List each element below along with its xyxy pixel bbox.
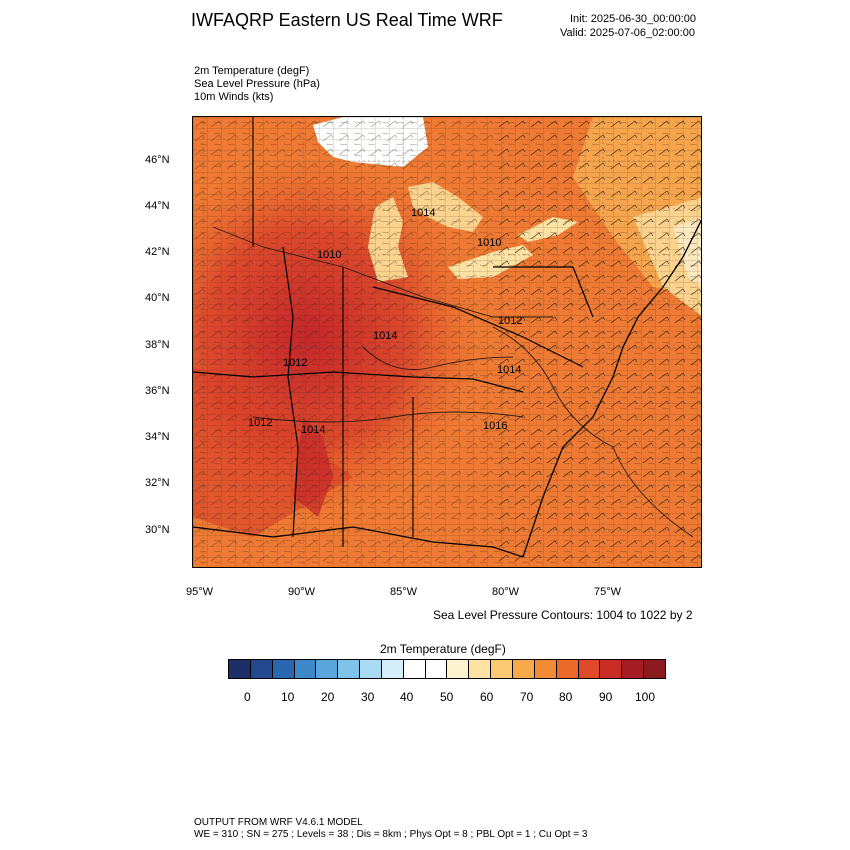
pressure-label: 1016	[483, 420, 508, 432]
colorbar-swatch	[600, 660, 623, 678]
colorbar-label: 50	[440, 690, 454, 704]
colorbar-swatch	[316, 660, 339, 678]
lat-label: 38°N	[145, 339, 170, 351]
colorbar-swatch	[229, 660, 251, 678]
colorbar-swatch	[425, 660, 448, 678]
pressure-label: 1010	[317, 249, 342, 261]
plot-title: IWFAQRP Eastern US Real Time WRF	[191, 10, 503, 30]
colorbar-label: 90	[599, 690, 613, 704]
colorbar-swatch	[294, 660, 317, 678]
field-temperature: 2m Temperature (degF)	[194, 65, 310, 77]
colorbar-swatch	[250, 660, 273, 678]
pressure-label: 1010	[477, 237, 502, 249]
lat-label: 34°N	[145, 431, 170, 443]
lon-label: 75°W	[594, 586, 622, 598]
field-winds: 10m Winds (kts)	[194, 91, 274, 103]
lon-label: 95°W	[186, 586, 214, 598]
contour-note: Sea Level Pressure Contours: 1004 to 102…	[433, 608, 693, 622]
lat-label: 30°N	[145, 524, 170, 536]
lon-label: 85°W	[390, 586, 418, 598]
lat-label: 40°N	[145, 292, 170, 304]
pressure-label: 1012	[283, 357, 308, 369]
colorbar-label: 70	[520, 690, 534, 704]
footer-config: WE = 310 ; SN = 275 ; Levels = 38 ; Dis …	[194, 829, 588, 840]
lat-label: 32°N	[145, 477, 170, 489]
colorbar-swatch	[381, 660, 404, 678]
colorbar-swatch	[622, 660, 645, 678]
colorbar-label: 60	[480, 690, 494, 704]
lon-label: 90°W	[288, 586, 316, 598]
colorbar-swatch	[360, 660, 382, 678]
colorbar-label: 0	[244, 690, 251, 704]
lon-label: 80°W	[492, 586, 520, 598]
colorbar-swatch	[534, 660, 557, 678]
pressure-label: 1014	[301, 424, 326, 436]
colorbar-swatch	[578, 660, 601, 678]
init-time: Init: 2025-06-30_00:00:00	[570, 13, 696, 25]
footer-model: OUTPUT FROM WRF V4.6.1 MODEL	[194, 817, 363, 828]
colorbar-swatch	[403, 660, 426, 678]
lat-label: 36°N	[145, 385, 170, 397]
pressure-label: 1014	[373, 330, 398, 342]
pressure-label: 1014	[497, 364, 522, 376]
pressure-label: 1012	[498, 315, 523, 327]
temperature-map	[193, 117, 701, 567]
colorbar-swatch	[469, 660, 492, 678]
colorbar-label: 100	[635, 690, 656, 704]
lat-label: 42°N	[145, 246, 170, 258]
colorbar-swatch	[512, 660, 535, 678]
colorbar-swatch	[491, 660, 513, 678]
colorbar-swatch	[338, 660, 361, 678]
colorbar	[228, 659, 666, 679]
map-panel: 1010 1014 1010 1012 1014 1012 1014 1012 …	[192, 116, 702, 568]
colorbar-label: 20	[321, 690, 335, 704]
pressure-label: 1014	[411, 207, 436, 219]
colorbar-swatch	[644, 660, 665, 678]
colorbar-label: 10	[281, 690, 295, 704]
colorbar-label: 40	[400, 690, 414, 704]
colorbar-label: 80	[559, 690, 573, 704]
colorbar-swatch	[272, 660, 295, 678]
valid-time: Valid: 2025-07-06_02:00:00	[560, 27, 695, 39]
lat-label: 44°N	[145, 200, 170, 212]
pressure-label: 1012	[248, 417, 273, 429]
colorbar-label: 30	[361, 690, 375, 704]
lat-label: 46°N	[145, 154, 170, 166]
field-pressure: Sea Level Pressure (hPa)	[194, 78, 320, 90]
colorbar-title: 2m Temperature (degF)	[380, 642, 506, 656]
colorbar-swatch	[447, 660, 470, 678]
colorbar-swatch	[556, 660, 579, 678]
